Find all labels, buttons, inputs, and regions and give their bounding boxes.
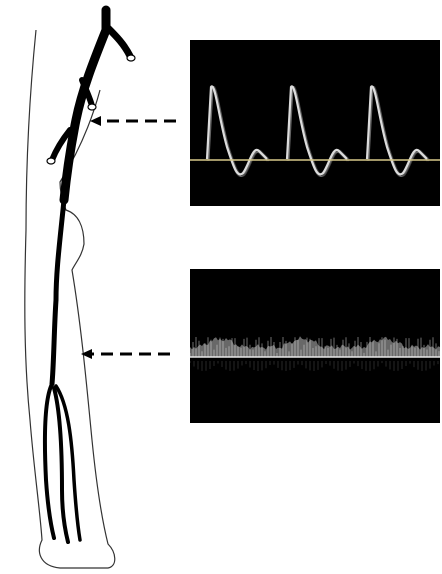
iliac-branch xyxy=(104,24,134,60)
triphasic-beat xyxy=(205,85,268,176)
triphasic-beat xyxy=(208,88,270,177)
triphasic-beat xyxy=(207,88,269,177)
monophasic-waveform xyxy=(190,336,440,371)
tibial-vessel-3 xyxy=(54,384,82,542)
triphasic-beat xyxy=(288,88,350,177)
side-branch-end xyxy=(87,103,97,111)
deep-branch-end xyxy=(46,157,56,165)
triphasic-beat xyxy=(367,86,429,175)
triphasic-beat xyxy=(365,85,428,176)
upper-doppler-panel xyxy=(190,40,440,206)
triphasic-beat xyxy=(208,86,270,175)
triphasic-beat xyxy=(287,88,349,177)
deep-branch xyxy=(49,127,73,163)
tibial-vessel-1 xyxy=(42,382,56,540)
upper-arrow xyxy=(90,116,176,126)
triphasic-beat xyxy=(207,86,269,175)
triphasic-beat xyxy=(368,88,430,177)
triphasic-beat xyxy=(286,88,348,177)
femoral-artery xyxy=(59,5,111,205)
monophasic-envelope xyxy=(190,336,440,357)
lower-arrow xyxy=(81,349,170,359)
triphasic-beat xyxy=(368,86,430,175)
branch-end xyxy=(126,54,136,62)
triphasic-beat xyxy=(367,88,429,177)
lower-doppler-panel xyxy=(190,269,440,423)
leg-outline xyxy=(24,29,116,569)
triphasic-beat xyxy=(288,86,350,175)
tibial-vessel-2 xyxy=(52,386,70,544)
triphasic-beat xyxy=(206,88,268,177)
triphasic-beat xyxy=(366,88,428,177)
triphasic-beat xyxy=(285,85,348,176)
triphasic-beat xyxy=(287,86,349,175)
popliteal-artery xyxy=(49,197,67,387)
triphasic-waveform xyxy=(190,85,440,177)
